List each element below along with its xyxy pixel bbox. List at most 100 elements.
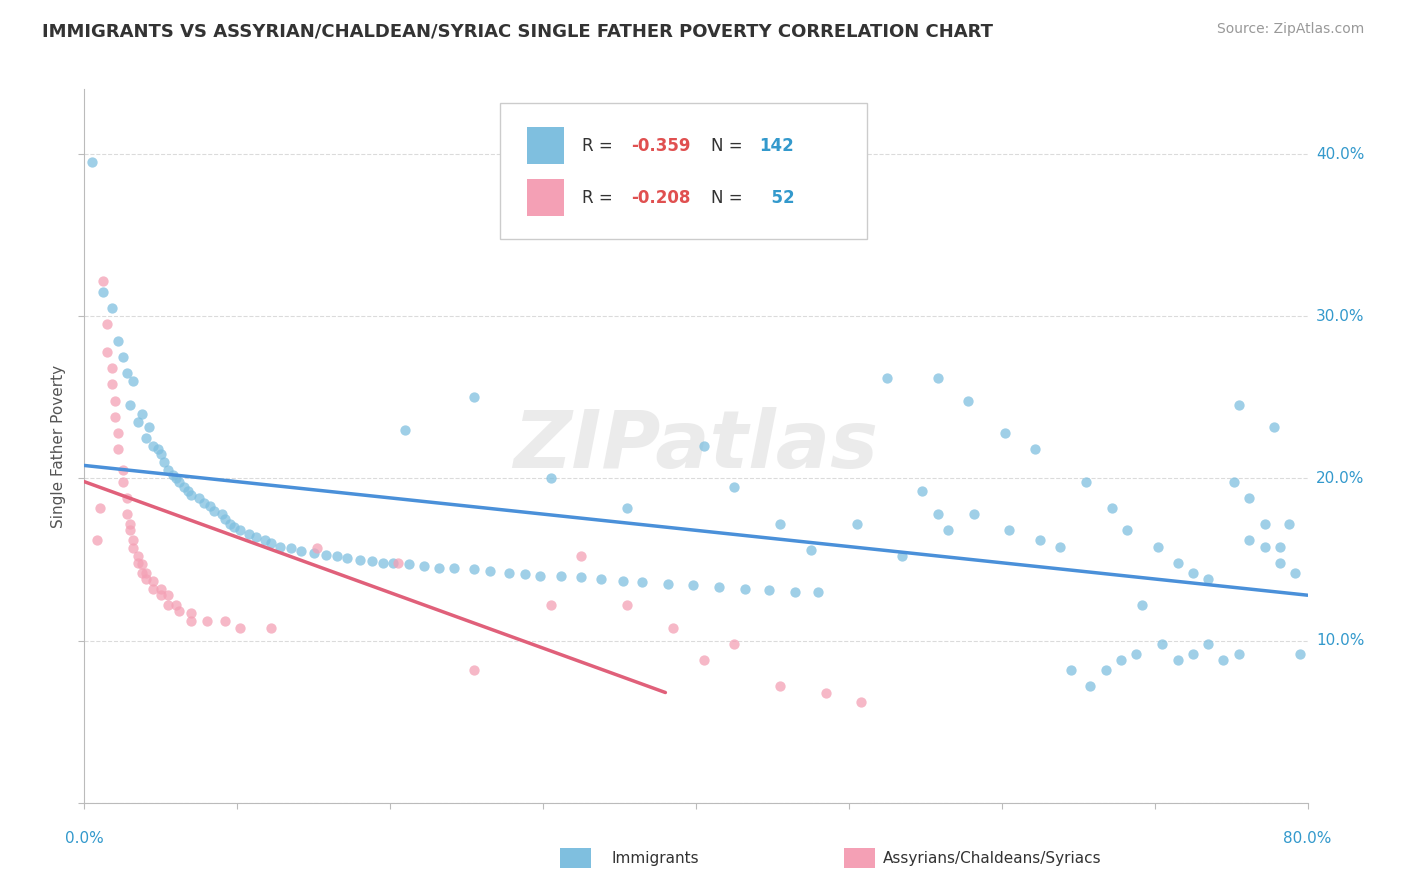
Point <box>707 580 730 594</box>
Point <box>769 679 792 693</box>
Point <box>540 598 562 612</box>
Point <box>876 371 898 385</box>
Point <box>1167 556 1189 570</box>
Point <box>218 516 240 531</box>
Point <box>463 562 485 576</box>
Point <box>529 568 551 582</box>
Point <box>616 500 638 515</box>
Point <box>115 507 138 521</box>
Point <box>957 393 980 408</box>
Point <box>443 560 465 574</box>
Point <box>107 442 129 457</box>
Point <box>127 415 149 429</box>
Point <box>1212 653 1234 667</box>
Point <box>616 598 638 612</box>
Point <box>111 350 134 364</box>
Point <box>211 507 233 521</box>
Text: 80.0%: 80.0% <box>1284 830 1331 846</box>
Point <box>101 301 124 315</box>
Point <box>371 556 394 570</box>
Point <box>167 604 190 618</box>
Point <box>305 541 328 556</box>
Point <box>149 588 172 602</box>
Point <box>120 399 142 413</box>
Point <box>734 582 756 596</box>
Point <box>245 530 267 544</box>
Point <box>1223 475 1246 489</box>
Point <box>723 479 745 493</box>
Text: N =: N = <box>710 189 748 207</box>
Point <box>120 524 142 538</box>
Point <box>1263 419 1285 434</box>
Point <box>1029 533 1052 547</box>
Point <box>149 582 172 596</box>
Point <box>111 463 134 477</box>
Point <box>723 637 745 651</box>
Point <box>349 552 371 566</box>
Point <box>96 318 118 332</box>
Text: R =: R = <box>582 189 619 207</box>
Text: N =: N = <box>710 136 748 154</box>
Point <box>115 366 138 380</box>
Point <box>569 570 592 584</box>
Point <box>131 558 153 572</box>
Point <box>173 479 195 493</box>
Point <box>1094 663 1116 677</box>
Point <box>107 425 129 440</box>
Point <box>1284 566 1306 580</box>
Point <box>478 564 501 578</box>
Point <box>131 566 153 580</box>
Point <box>849 695 872 709</box>
Point <box>1227 647 1250 661</box>
Point <box>269 540 291 554</box>
Point <box>122 374 145 388</box>
Point <box>550 568 572 582</box>
Text: 20.0%: 20.0% <box>1316 471 1364 486</box>
Point <box>177 484 200 499</box>
Point <box>998 524 1021 538</box>
Point <box>238 526 260 541</box>
Point <box>325 549 347 564</box>
Point <box>115 491 138 505</box>
Point <box>463 663 485 677</box>
Point <box>1146 540 1168 554</box>
Point <box>1268 540 1291 554</box>
Point <box>336 550 359 565</box>
Point <box>122 533 145 547</box>
Point <box>845 516 868 531</box>
Text: Immigrants: Immigrants <box>612 851 699 865</box>
Point <box>162 468 184 483</box>
Text: Assyrians/Chaldeans/Syriacs: Assyrians/Chaldeans/Syriacs <box>883 851 1101 865</box>
Point <box>104 393 127 408</box>
Point <box>1254 516 1277 531</box>
Point <box>911 484 934 499</box>
Point <box>540 471 562 485</box>
Point <box>153 455 176 469</box>
Point <box>657 577 679 591</box>
Point <box>127 549 149 564</box>
Point <box>193 496 215 510</box>
Point <box>1278 516 1301 531</box>
Point <box>127 556 149 570</box>
Point <box>120 516 142 531</box>
Point <box>1074 475 1097 489</box>
Point <box>157 588 180 602</box>
Point <box>394 423 416 437</box>
Point <box>936 524 959 538</box>
Point <box>1167 653 1189 667</box>
Point <box>769 516 792 531</box>
Point <box>260 621 283 635</box>
Point <box>785 585 807 599</box>
Text: ZIPatlas: ZIPatlas <box>513 407 879 485</box>
Point <box>1049 540 1071 554</box>
Text: 52: 52 <box>759 189 794 207</box>
Y-axis label: Single Father Poverty: Single Father Poverty <box>51 365 66 527</box>
Text: 142: 142 <box>759 136 794 154</box>
Point <box>89 500 111 515</box>
Point <box>96 345 118 359</box>
Point <box>315 548 337 562</box>
Point <box>1132 598 1154 612</box>
Point <box>180 488 202 502</box>
Point <box>758 583 780 598</box>
Point <box>80 155 103 169</box>
